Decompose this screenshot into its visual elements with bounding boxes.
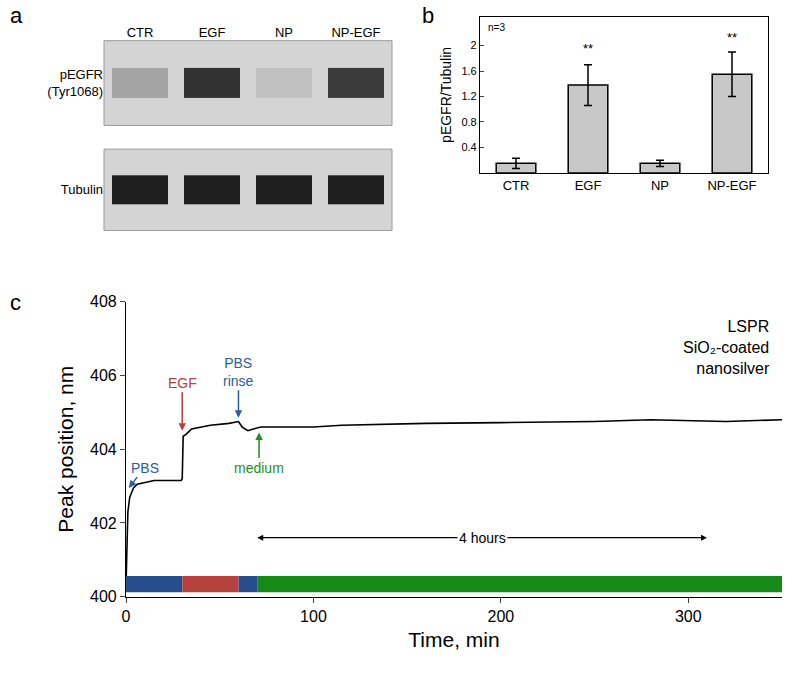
svg-text:0.8: 0.8 xyxy=(461,116,476,128)
svg-text:NP-EGF: NP-EGF xyxy=(707,178,756,193)
svg-text:a: a xyxy=(10,3,23,28)
svg-text:CTR: CTR xyxy=(503,178,530,193)
svg-text:pEGFR/Tubulin: pEGFR/Tubulin xyxy=(438,47,454,143)
svg-text:200: 200 xyxy=(488,608,515,625)
svg-text:400: 400 xyxy=(90,588,117,605)
svg-text:0: 0 xyxy=(122,608,131,625)
svg-text:4 hours: 4 hours xyxy=(459,530,506,546)
svg-text:LSPRSiO₂-coatednanosilver: LSPRSiO₂-coatednanosilver xyxy=(683,318,770,377)
svg-text:406: 406 xyxy=(90,367,117,384)
svg-text:408: 408 xyxy=(90,293,117,310)
svg-text:2: 2 xyxy=(471,39,477,51)
svg-text:404: 404 xyxy=(90,441,117,458)
svg-text:EGF: EGF xyxy=(575,178,602,193)
svg-text:1.6: 1.6 xyxy=(461,65,476,77)
svg-text:**: ** xyxy=(727,30,737,45)
svg-text:pEGFR(Tyr1068): pEGFR(Tyr1068) xyxy=(47,67,103,99)
svg-text:Peak position, nm: Peak position, nm xyxy=(54,366,77,533)
svg-text:NP: NP xyxy=(275,25,293,40)
svg-text:n=3: n=3 xyxy=(488,22,505,33)
svg-text:300: 300 xyxy=(675,608,702,625)
svg-text:PBS: PBS xyxy=(131,460,159,476)
svg-text:Tubulin: Tubulin xyxy=(61,182,103,197)
svg-text:100: 100 xyxy=(300,608,327,625)
svg-text:PBSrinse: PBSrinse xyxy=(223,355,254,389)
svg-text:NP-EGF: NP-EGF xyxy=(331,25,380,40)
svg-text:b: b xyxy=(422,3,434,28)
svg-text:c: c xyxy=(10,290,21,315)
svg-text:0.4: 0.4 xyxy=(461,141,476,153)
svg-text:medium: medium xyxy=(234,460,284,476)
svg-text:NP: NP xyxy=(651,178,669,193)
svg-text:EGF: EGF xyxy=(168,375,197,391)
svg-text:EGF: EGF xyxy=(199,25,226,40)
svg-text:Time, min: Time, min xyxy=(408,628,499,651)
svg-text:1.2: 1.2 xyxy=(461,90,476,102)
svg-text:CTR: CTR xyxy=(127,25,154,40)
svg-text:402: 402 xyxy=(90,515,117,532)
svg-text:**: ** xyxy=(583,41,593,56)
